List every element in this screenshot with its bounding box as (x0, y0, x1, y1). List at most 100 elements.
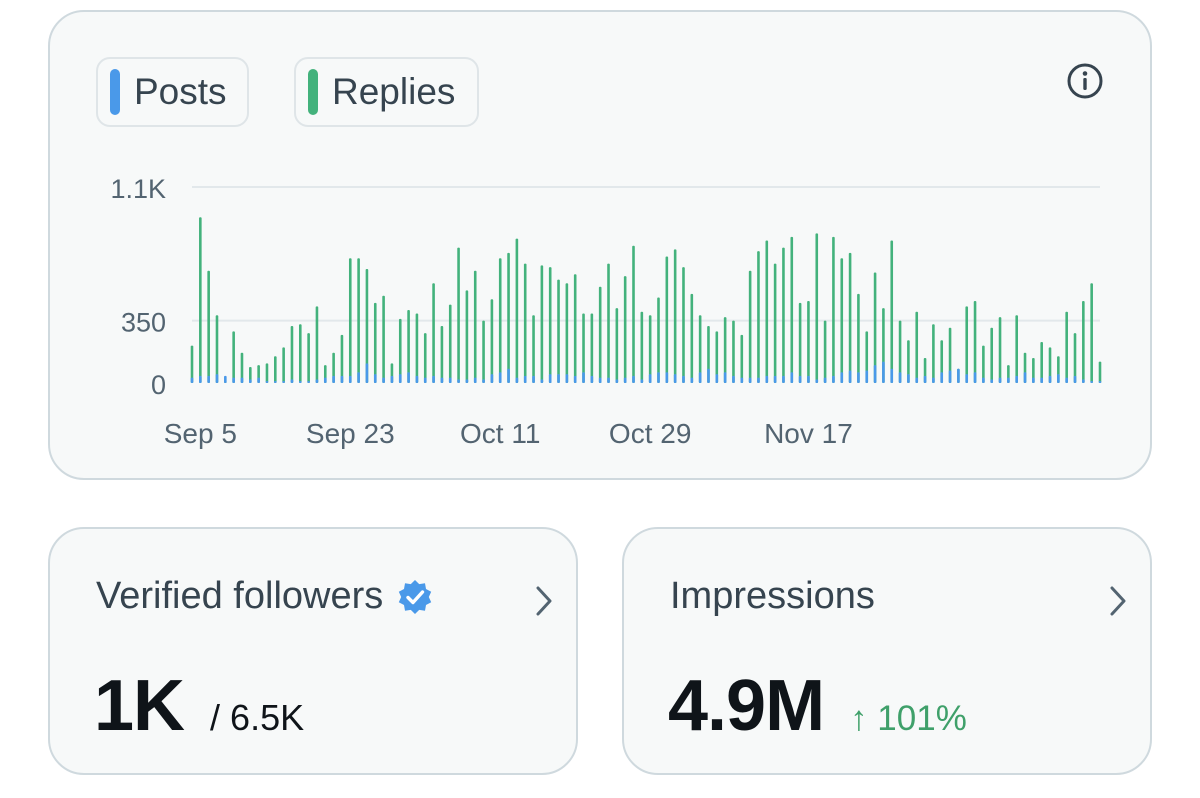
posts-bar (498, 372, 502, 383)
replies-bar (832, 236, 835, 383)
posts-bar (1023, 372, 1027, 383)
posts-bar (465, 379, 469, 383)
posts-bar (873, 365, 877, 383)
replies-bar (199, 217, 202, 383)
posts-bar (682, 375, 685, 383)
replies-bar (365, 268, 369, 383)
replies-bar (723, 317, 727, 383)
verified-followers-title: Verified followers (96, 575, 384, 617)
posts-bar (448, 377, 452, 383)
replies-bar (907, 340, 910, 383)
posts-bar (815, 379, 819, 383)
posts-bar (957, 368, 960, 383)
y-tick-label: 1.1K (110, 174, 166, 204)
replies-bar (382, 295, 385, 383)
replies-bar (473, 270, 477, 383)
posts-bar (390, 375, 394, 383)
replies-bar (540, 265, 544, 383)
posts-bar (582, 372, 585, 383)
posts-toggle[interactable]: Posts (96, 57, 249, 127)
posts-bar (1082, 379, 1085, 383)
replies-bar (732, 320, 735, 383)
replies-bar (249, 366, 252, 383)
replies-bar (340, 334, 344, 383)
posts-bar (557, 374, 560, 383)
replies-bar (482, 320, 485, 383)
replies-bar (1048, 347, 1052, 383)
verified-followers-value-row: 1K / 6.5K (94, 665, 304, 747)
posts-bar (940, 372, 944, 383)
replies-bar (440, 325, 444, 383)
replies-bar (815, 233, 819, 383)
posts-bar (848, 370, 852, 383)
posts-bar (482, 379, 485, 383)
replies-bar (332, 352, 335, 383)
replies-bar (615, 308, 619, 383)
replies-bar (282, 347, 285, 383)
posts-bar (632, 375, 635, 383)
replies-bar (965, 306, 969, 383)
posts-bar (598, 377, 602, 383)
replies-bar (790, 236, 794, 383)
replies-bar (298, 324, 302, 383)
impressions-card[interactable]: Impressions 4.9M ↑ 101% (622, 527, 1152, 775)
posts-bar (907, 374, 910, 383)
replies-bar (315, 306, 319, 383)
posts-bar (857, 372, 860, 383)
replies-toggle[interactable]: Replies (294, 57, 479, 127)
replies-bar (232, 331, 235, 383)
chevron-right-icon[interactable] (1108, 585, 1128, 617)
replies-bar (357, 258, 360, 383)
posts-bar (932, 377, 935, 383)
impressions-delta: ↑ 101% (850, 699, 967, 738)
replies-bar (373, 302, 377, 383)
replies-bar (982, 345, 985, 383)
replies-bar (1082, 301, 1085, 383)
x-tick-label: Oct 11 (460, 418, 540, 449)
replies-bar (698, 315, 702, 383)
replies-bar (407, 309, 410, 383)
verified-badge-icon (399, 579, 432, 614)
replies-bar (857, 293, 860, 383)
chevron-right-icon[interactable] (534, 585, 554, 617)
replies-bar (798, 302, 802, 383)
posts-bar (473, 377, 477, 383)
posts-bar (723, 372, 727, 383)
replies-bar (274, 356, 277, 383)
posts-bar (282, 381, 285, 383)
posts-bar (782, 375, 785, 383)
impressions-value-row: 4.9M ↑ 101% (668, 665, 967, 747)
activity-bar-chart: 1.1K 350 0 Sep 5 Sep 23 Oct 11 Oct 29 Nov 17 (110, 174, 1102, 449)
posts-bar (1048, 375, 1052, 383)
replies-bar (265, 363, 269, 383)
posts-bar (707, 368, 710, 383)
posts-bar (882, 361, 885, 383)
info-icon[interactable] (1066, 62, 1104, 100)
posts-bar (540, 379, 544, 383)
posts-bar (232, 377, 235, 383)
posts-bar (1032, 377, 1035, 383)
posts-bar (715, 374, 719, 383)
replies-bar (582, 313, 585, 383)
posts-bar (657, 372, 660, 383)
impressions-title: Impressions (670, 575, 875, 617)
posts-bar (207, 375, 210, 383)
replies-bar (990, 327, 994, 383)
posts-bar (865, 370, 869, 383)
replies-bar (1015, 315, 1018, 383)
posts-bar (415, 375, 419, 383)
posts-bar (348, 375, 352, 383)
replies-bar (573, 274, 577, 383)
replies-bar (307, 333, 310, 383)
replies-bar (623, 276, 627, 383)
posts-bar (323, 377, 327, 383)
posts-bar (798, 375, 802, 383)
replies-bar (673, 249, 677, 383)
x-tick-label: Sep 5 (164, 418, 237, 449)
replies-bar (423, 333, 427, 383)
replies-bar (532, 315, 535, 383)
verified-followers-card[interactable]: Verified followers 1K / 6.5K (48, 527, 578, 775)
replies-bar (765, 240, 769, 383)
posts-bar (432, 375, 435, 383)
posts-bar (623, 377, 627, 383)
